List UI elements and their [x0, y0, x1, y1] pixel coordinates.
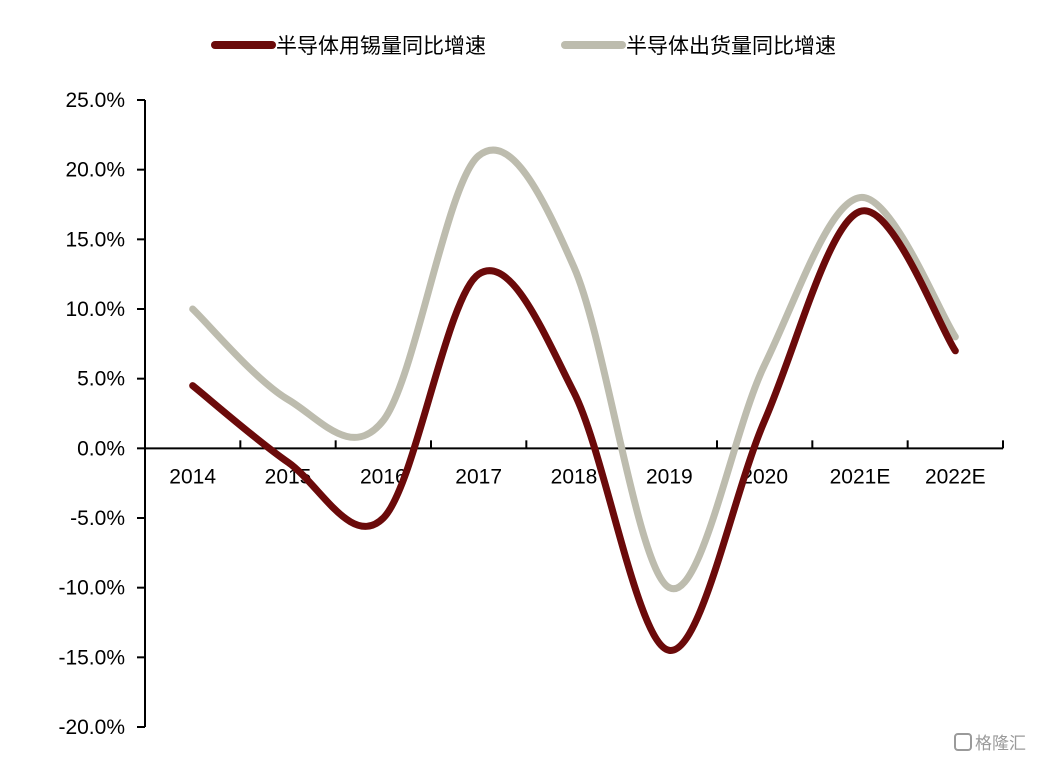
- y-tick-label: -20.0%: [58, 716, 125, 739]
- x-tick-label: 2021E: [830, 465, 891, 488]
- axes: -20.0% -15.0% -10.0% -5.0% 0.0% 5.0% 10.0% 15.0…: [58, 89, 1004, 739]
- series-line-1: [189, 146, 959, 593]
- legend-label-1: 半导体出货量同比增速: [626, 34, 836, 58]
- y-tick-label: -10.0%: [58, 577, 125, 600]
- x-tick-label: 2019: [646, 465, 693, 488]
- series-line-0: [189, 207, 959, 654]
- y-tick-label: 0.0%: [77, 437, 125, 460]
- x-tick-label: 2014: [169, 465, 216, 488]
- watermark-text: 格隆汇: [975, 734, 1026, 754]
- series-group: [189, 146, 959, 654]
- y-tick-label: 20.0%: [65, 159, 125, 182]
- y-tick-label: 15.0%: [65, 228, 125, 251]
- x-tick-label: 2018: [551, 465, 598, 488]
- y-tick-label: 5.0%: [77, 368, 125, 391]
- x-tick-label: 2016: [360, 465, 407, 488]
- y-tick-label: 10.0%: [65, 298, 125, 321]
- y-tick-label: -15.0%: [58, 646, 125, 669]
- x-tick-label: 2022E: [925, 465, 986, 488]
- x-tick-label: 2020: [741, 465, 788, 488]
- y-tick-label: 25.0%: [65, 89, 125, 112]
- watermark-logo: 格隆汇: [954, 733, 1026, 754]
- x-tick-label: 2017: [455, 465, 502, 488]
- y-tick-label: -5.0%: [70, 507, 125, 530]
- legend-label-0: 半导体用锡量同比增速: [276, 34, 486, 58]
- watermark-logo-icon: [954, 733, 972, 751]
- legend: 半导体用锡量同比增速 半导体出货量同比增速: [211, 34, 836, 58]
